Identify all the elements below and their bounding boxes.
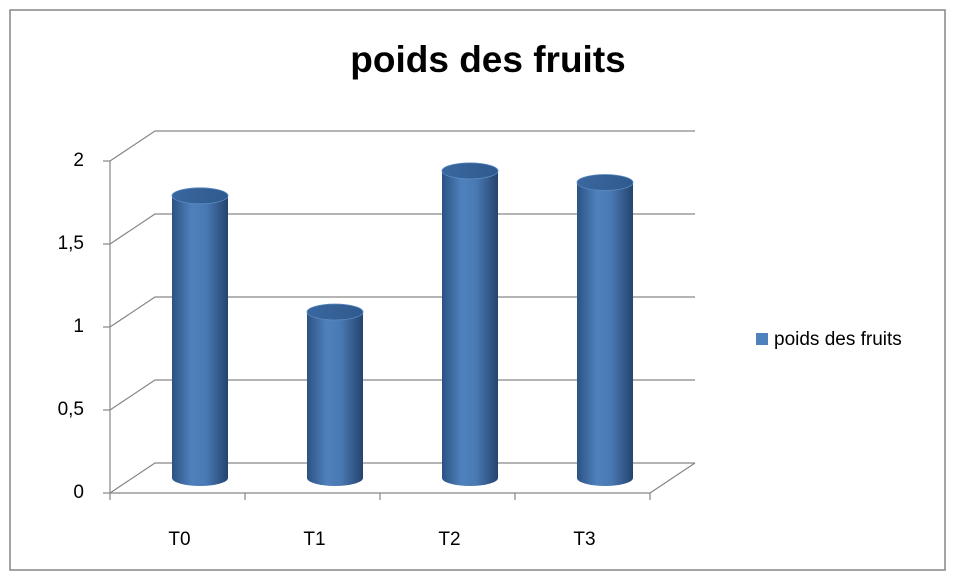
grid-line <box>109 213 695 245</box>
x-tick-label: T0 <box>168 529 190 550</box>
bar-top <box>576 174 634 191</box>
chart-title: poids des fruits <box>350 39 625 80</box>
bar <box>577 182 633 486</box>
grid-line <box>109 379 695 411</box>
x-tick-label: T3 <box>573 529 595 550</box>
y-tick-label: 0 <box>73 482 84 503</box>
bar-top <box>441 162 499 180</box>
bar <box>307 312 363 486</box>
x-tick-label: T2 <box>438 529 460 550</box>
legend-label: poids des fruits <box>774 329 902 350</box>
bar-top <box>171 187 229 205</box>
bar <box>172 195 228 487</box>
y-tick-label: 1,5 <box>58 233 84 254</box>
grid-line <box>109 296 695 328</box>
bar-top <box>306 303 364 321</box>
grid-line <box>109 462 695 494</box>
y-tick-label: 1 <box>73 316 84 337</box>
y-tick-label: 2 <box>73 150 84 171</box>
legend-swatch <box>756 333 768 345</box>
bar <box>442 170 498 486</box>
grid-line <box>109 130 695 162</box>
y-tick-label: 0,5 <box>58 399 84 420</box>
x-tick-label: T1 <box>303 529 325 550</box>
